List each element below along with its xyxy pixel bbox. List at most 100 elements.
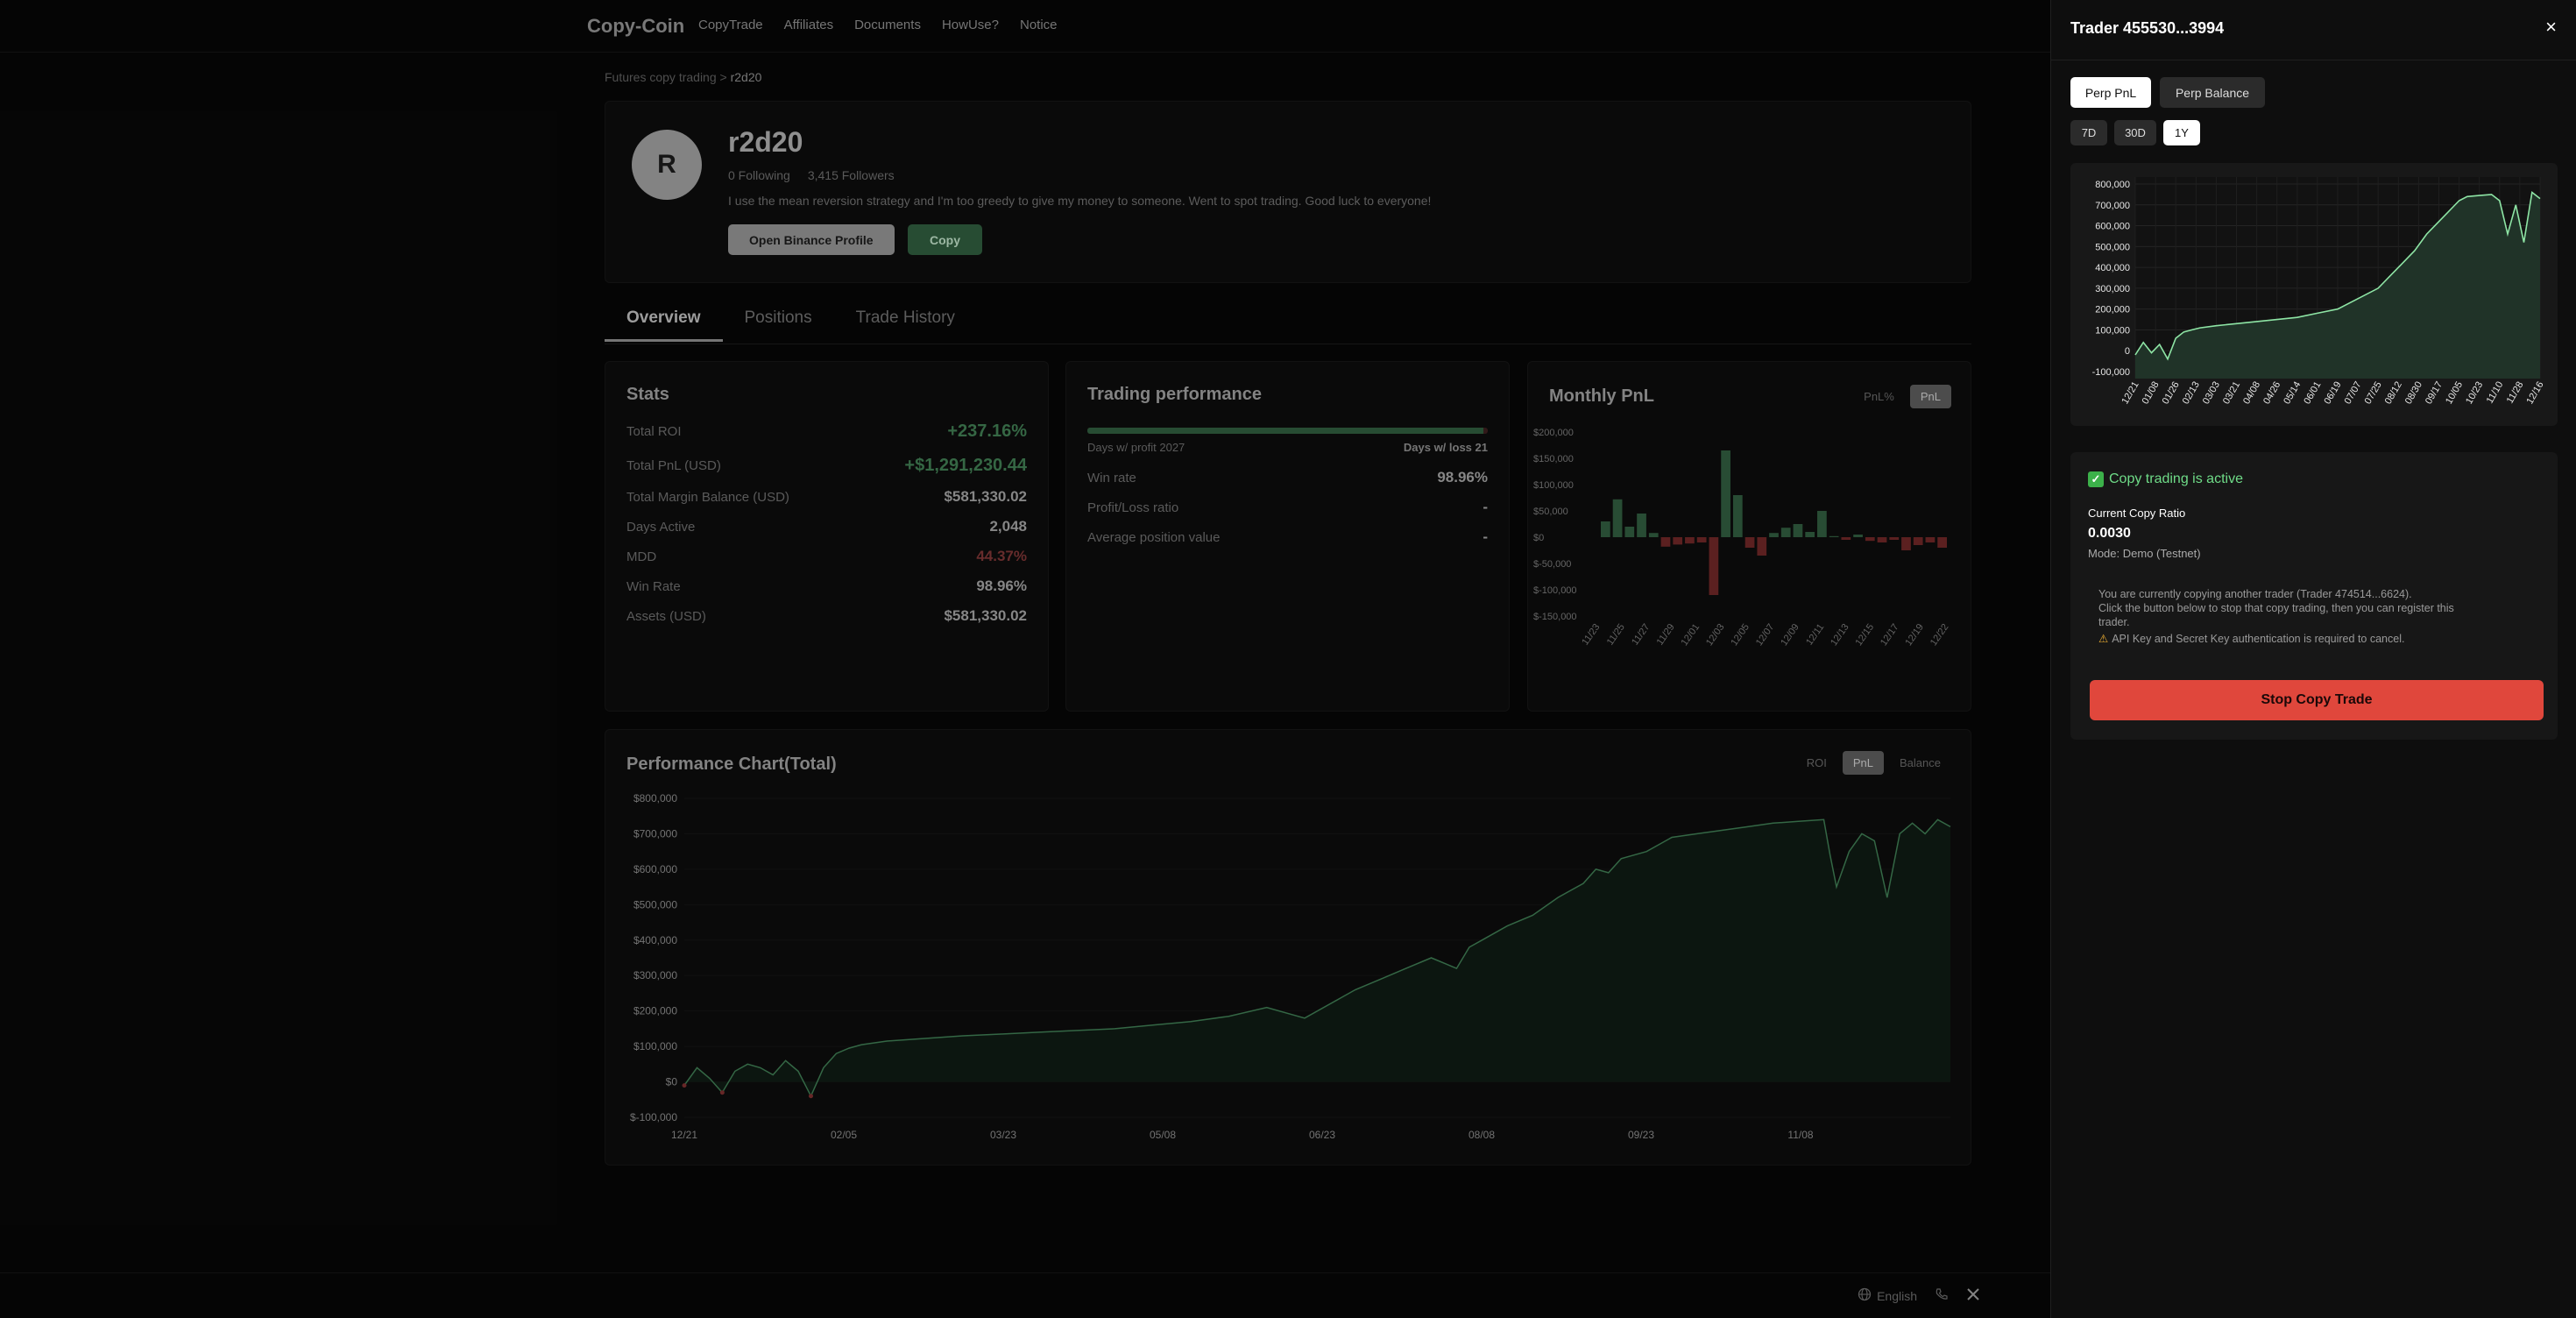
x-tick-label: 12/17	[1879, 622, 1901, 648]
x-tick-label: 05/14	[2282, 380, 2303, 407]
monthly-title: Monthly PnL	[1549, 386, 1654, 406]
performance-toggle: ROI PnL Balance	[1796, 751, 1951, 775]
performance-chart-card: Performance Chart(Total) ROI PnL Balance…	[605, 729, 1971, 1166]
toggle-pnl[interactable]: PnL	[1842, 751, 1885, 775]
toggle-pnl-percent[interactable]: PnL%	[1864, 390, 1894, 403]
x-tick-label: 12/13	[1829, 622, 1851, 648]
x-tick-label: 06/19	[2322, 380, 2343, 407]
bar	[1612, 499, 1623, 537]
x-tick-label: 12/05	[1729, 622, 1752, 648]
x-tick-label: 11/29	[1655, 622, 1677, 648]
x-tick-label: 12/22	[1928, 622, 1951, 648]
toggle-balance[interactable]: Balance	[1900, 756, 1941, 769]
close-icon[interactable]: ×	[2545, 16, 2557, 38]
trading-row: Win rate 98.96%	[1087, 469, 1488, 486]
top-nav: Copy-Coin CopyTrade Affiliates Documents…	[0, 0, 2050, 53]
x-twitter-icon[interactable]	[1966, 1287, 1980, 1304]
x-tick-label: 11/27	[1630, 622, 1652, 648]
range-7d[interactable]: 7D	[2070, 120, 2107, 145]
y-tick-label: 0	[2125, 346, 2130, 357]
y-tick-label: $150,000	[1533, 454, 1574, 464]
nav-link-documents[interactable]: Documents	[854, 18, 921, 32]
y-tick-label: $-100,000	[1533, 585, 1577, 596]
nav-link-copytrade[interactable]: CopyTrade	[698, 18, 763, 32]
x-tick-label: 05/08	[1150, 1129, 1176, 1141]
profit-ratio-fill	[1087, 428, 1484, 434]
bar	[1913, 537, 1923, 545]
y-tick-label: 300,000	[2095, 284, 2130, 294]
stop-copy-trade-button[interactable]: Stop Copy Trade	[2090, 680, 2544, 720]
bar	[1709, 537, 1719, 595]
breadcrumb-parent[interactable]: Futures copy trading	[605, 70, 717, 84]
brand-logo[interactable]: Copy-Coin	[587, 15, 685, 37]
following-count: 0 Following	[728, 168, 790, 182]
tab-overview[interactable]: Overview	[605, 308, 723, 342]
bar	[1937, 537, 1947, 548]
x-tick-label: 11/25	[1605, 622, 1627, 648]
copy-button[interactable]: Copy	[908, 224, 982, 255]
x-tick-label: 03/21	[2221, 380, 2242, 407]
bar	[1805, 532, 1815, 537]
bar	[1780, 528, 1791, 537]
x-tick-label: 09/23	[1628, 1129, 1654, 1141]
perp-balance-tab[interactable]: Perp Balance	[2160, 77, 2265, 108]
x-tick-label: 11/23	[1580, 622, 1602, 648]
y-tick-label: $400,000	[633, 934, 677, 946]
avatar: R	[632, 130, 702, 200]
bar	[1685, 537, 1695, 544]
copy-status: ✓ Copy trading is active	[2088, 471, 2243, 487]
x-tick-label: 07/25	[2363, 380, 2384, 407]
trader-bio: I use the mean reversion strategy and I'…	[728, 194, 1432, 208]
bar	[1841, 537, 1851, 540]
x-tick-label: 04/26	[2261, 380, 2282, 407]
y-tick-label: $200,000	[1533, 428, 1574, 438]
nav-link-affiliates[interactable]: Affiliates	[783, 18, 834, 32]
y-tick-label: 400,000	[2095, 263, 2130, 273]
stat-label: Win Rate	[626, 578, 681, 594]
bar	[1637, 514, 1646, 537]
trading-title: Trading performance	[1087, 385, 1262, 404]
phone-icon[interactable]	[1935, 1287, 1949, 1304]
days-row: Days w/ profit 2027 Days w/ loss 21	[1087, 441, 1488, 454]
bar	[1732, 495, 1743, 537]
toggle-pnl[interactable]: PnL	[1909, 385, 1951, 408]
tab-positions[interactable]: Positions	[744, 308, 812, 327]
stat-value: +$1,291,230.44	[904, 456, 1027, 475]
copy-status-card: ✓ Copy trading is active Current Copy Ra…	[2070, 452, 2558, 740]
range-30d[interactable]: 30D	[2114, 120, 2156, 145]
perp-pnl-chart: 800,000 700,000 600,000 500,000 400,000 300,0…	[2092, 177, 2546, 407]
y-tick-label: 700,000	[2095, 201, 2130, 211]
stat-row: Assets (USD) $581,330.02	[626, 607, 1027, 625]
x-tick-label: 12/16	[2524, 380, 2545, 407]
perp-pnl-tab[interactable]: Perp PnL	[2070, 77, 2151, 108]
main-app: Copy-Coin CopyTrade Affiliates Documents…	[0, 0, 2050, 1318]
nav-link-notice[interactable]: Notice	[1019, 18, 1058, 32]
stat-label: Assets (USD)	[626, 608, 706, 624]
language-selector[interactable]: English	[1858, 1287, 1917, 1304]
toggle-roi[interactable]: ROI	[1806, 756, 1827, 769]
range-1y[interactable]: 1Y	[2163, 120, 2200, 145]
warning-text: API Key and Secret Key authentication is…	[2112, 633, 2405, 645]
trading-value: -	[1483, 499, 1488, 515]
pnl-line	[2134, 191, 2541, 361]
tab-trade-history[interactable]: Trade History	[855, 308, 955, 327]
open-binance-profile-button[interactable]: Open Binance Profile	[728, 224, 895, 255]
perp-pnl-chart-card: 800,000 700,000 600,000 500,000 400,000 300,0…	[2070, 163, 2558, 426]
stat-label: Total PnL (USD)	[626, 458, 721, 473]
x-tick-label: 02/05	[831, 1129, 857, 1141]
bar	[1817, 511, 1827, 537]
stat-value: $581,330.02	[944, 607, 1027, 624]
stat-label: MDD	[626, 549, 657, 564]
trading-label: Average position value	[1087, 529, 1221, 545]
footer: English	[0, 1272, 2050, 1318]
y-tick-label: $-100,000	[630, 1111, 677, 1123]
y-tick-label: 200,000	[2095, 305, 2130, 315]
bar	[1601, 521, 1610, 537]
language-label: English	[1877, 1288, 1917, 1303]
x-tick-label: 06/01	[2302, 380, 2323, 407]
stat-row: Total Margin Balance (USD) $581,330.02	[626, 488, 1027, 506]
x-tick-label: 09/17	[2424, 380, 2445, 407]
y-tick-label: $700,000	[633, 827, 677, 840]
nav-link-howuse[interactable]: HowUse?	[941, 18, 999, 32]
stats-title: Stats	[626, 385, 669, 404]
